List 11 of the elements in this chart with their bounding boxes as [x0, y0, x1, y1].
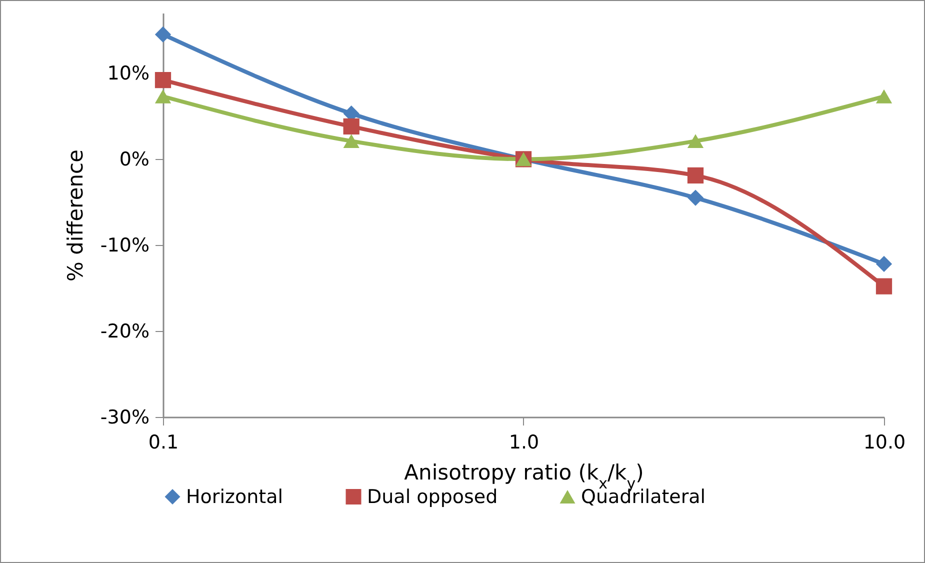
- y-tick-label: -20%: [100, 320, 150, 343]
- y-tick-label: 0%: [119, 148, 150, 171]
- x-tick-label: 0.1: [148, 432, 179, 454]
- legend-label: Horizontal: [186, 486, 284, 508]
- y-tick-label: -10%: [100, 234, 150, 257]
- y-tick-label: -30%: [100, 406, 150, 428]
- y-tick-label: 10%: [107, 62, 150, 85]
- x-tick-label: 1.0: [508, 432, 540, 454]
- legend-label: Dual opposed: [367, 486, 498, 508]
- x-tick-label: 10.0: [863, 432, 906, 454]
- y-axis-title: % difference: [63, 149, 88, 282]
